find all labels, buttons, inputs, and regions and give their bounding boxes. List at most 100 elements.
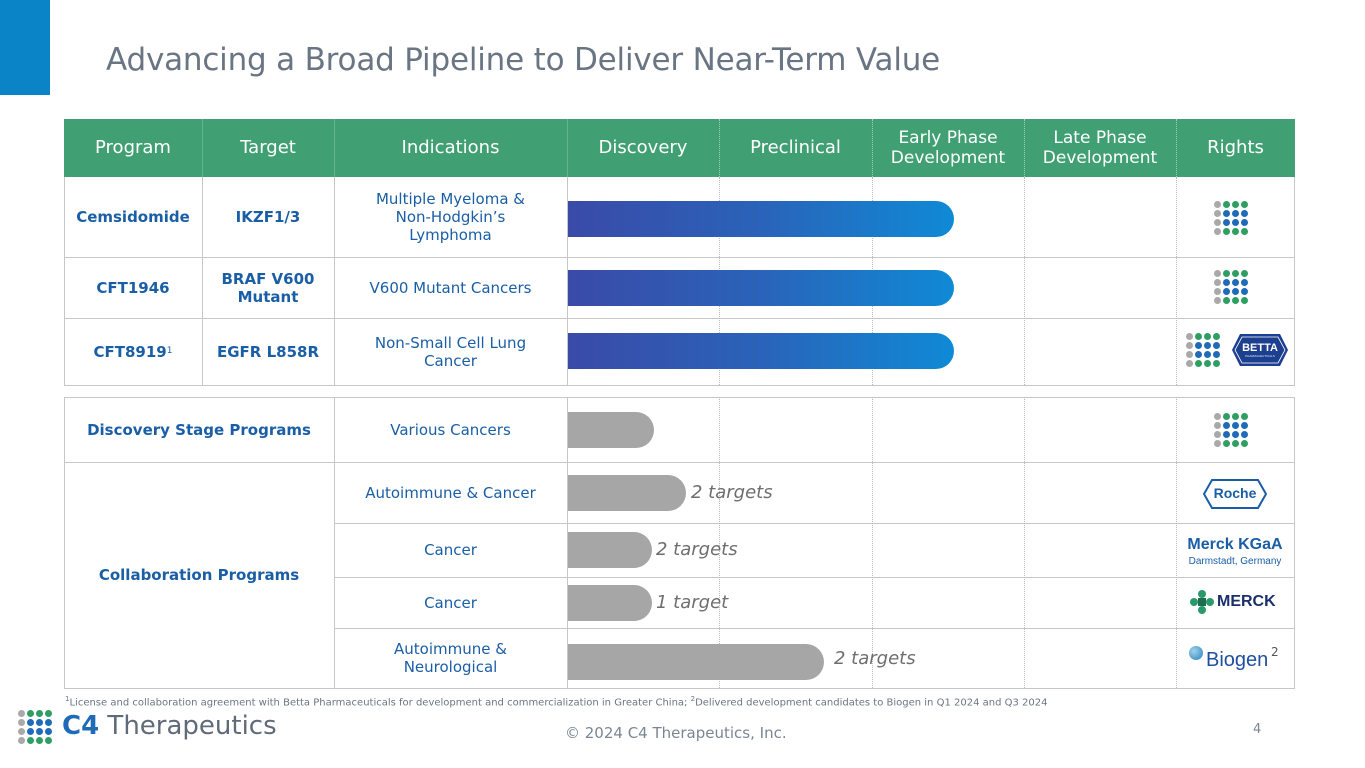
logo-dot: [1204, 333, 1211, 340]
logo-dot: [1204, 342, 1211, 349]
stage-divider: [1024, 397, 1025, 688]
merck-text: MERCK: [1217, 593, 1276, 610]
logo-dot: [18, 728, 25, 735]
biogen-footnote-marker: 2: [1271, 645, 1279, 659]
logo-dot: [1241, 210, 1248, 217]
header-divider: [719, 119, 720, 177]
header-discovery: Discovery: [567, 119, 719, 177]
program-cft8919: CFT8919 1: [64, 318, 202, 385]
header-divider: [1024, 119, 1025, 177]
logo-dot: [1223, 270, 1230, 277]
header-late-phase: Late Phase Development: [1024, 119, 1176, 177]
logo-dot: [1232, 228, 1239, 235]
company-name: Therapeutics: [99, 711, 277, 741]
footnote-text: Delivered development candidates to Biog…: [695, 697, 1048, 709]
header-indications: Indications: [334, 119, 567, 177]
target-cell: IKZF1/3: [235, 208, 301, 226]
header-program: Program: [64, 119, 202, 177]
logo-dot: [1232, 297, 1239, 304]
header-early-phase: Early Phase Development: [872, 119, 1024, 177]
targets-label: 2 targets: [656, 539, 738, 560]
betta-text: BETTA: [1242, 342, 1278, 354]
merck-kgaa-subtext: Darmstadt, Germany: [1188, 556, 1282, 567]
grid-line: [334, 628, 1295, 629]
logo-dot: [1214, 210, 1221, 217]
targets-label: 1 target: [656, 592, 729, 613]
pipeline-bar-cft8919: [568, 333, 954, 369]
target-cell: BRAF V600 Mutant: [221, 269, 315, 306]
logo-dot: [1223, 210, 1230, 217]
logo-dot: [1214, 297, 1221, 304]
logo-dot: [45, 719, 52, 726]
betta-logo: BETTA PHARMACEUTICALS: [1231, 332, 1289, 368]
pipeline-bar-merck-kgaa: [568, 532, 652, 568]
grid-line: [334, 523, 1295, 524]
logo-dot: [45, 728, 52, 735]
roche-text: Roche: [1213, 485, 1257, 501]
grid-line: [334, 577, 1295, 578]
stage-divider: [1176, 397, 1177, 688]
betta-hexagon-icon: [1232, 334, 1288, 366]
logo-dot: [1232, 279, 1239, 286]
logo-dot: [1213, 342, 1220, 349]
pipeline-bar-biogen: [568, 644, 824, 680]
header-divider: [872, 119, 873, 177]
indication-cell: Cancer: [424, 593, 477, 612]
grid-line: [202, 177, 203, 385]
logo-dot: [36, 719, 43, 726]
logo-dot: [1241, 431, 1248, 438]
logo-dot: [1204, 351, 1211, 358]
logo-dot: [1223, 431, 1230, 438]
logo-dot: [1241, 219, 1248, 226]
logo-dot: [1223, 297, 1230, 304]
logo-dot: [1241, 413, 1248, 420]
logo-dot: [1241, 440, 1248, 447]
logo-dot: [1241, 297, 1248, 304]
footnote-text: License and collaboration agreement with…: [69, 697, 691, 709]
pipeline-bar-cft1946: [568, 270, 954, 306]
logo-dot: [1214, 440, 1221, 447]
pipeline-bar-roche: [568, 475, 686, 511]
header-target: Target: [202, 119, 334, 177]
slide-title: Advancing a Broad Pipeline to Deliver Ne…: [106, 42, 941, 78]
biogen-text: Biogen: [1206, 649, 1269, 671]
grid-line: [64, 397, 65, 688]
grid-line: [1294, 177, 1295, 385]
logo-dot: [1214, 422, 1221, 429]
logo-dot: [1232, 219, 1239, 226]
logo-dot: [27, 719, 34, 726]
program-name: CFT8919: [93, 342, 167, 361]
logo-dot: [1223, 219, 1230, 226]
grid-line: [64, 318, 1295, 319]
logo-dot: [1241, 201, 1248, 208]
page-number: 4: [1253, 722, 1262, 737]
pipeline-bar-cemsidomide: [568, 201, 954, 237]
logo-dot: [1186, 351, 1193, 358]
logo-dot: [1214, 270, 1221, 277]
program-discovery-stage: Discovery Stage Programs: [87, 420, 311, 439]
grid-line: [64, 397, 1295, 398]
logo-dot: [1232, 413, 1239, 420]
indication-cell: V600 Mutant Cancers: [369, 278, 532, 297]
logo-dot: [1223, 440, 1230, 447]
program-cft1946: CFT1946: [96, 278, 170, 297]
logo-dot: [1204, 360, 1211, 367]
logo-dot: [18, 737, 25, 744]
indication-cell: Non-Small Cell Lung Cancer: [374, 333, 527, 370]
merck-icon: [1190, 590, 1214, 614]
grid-line: [567, 397, 568, 688]
logo-dot: [1195, 360, 1202, 367]
logo-dot: [1232, 422, 1239, 429]
logo-dot: [18, 710, 25, 717]
grid-line: [64, 462, 1295, 463]
logo-dot: [1213, 351, 1220, 358]
logo-dot: [1214, 431, 1221, 438]
logo-dot: [18, 719, 25, 726]
logo-dot: [1241, 279, 1248, 286]
merck-kgaa-logo: Merck KGaA: [1187, 536, 1283, 553]
pipeline-bar-discovery: [568, 412, 654, 448]
logo-dot: [36, 728, 43, 735]
logo-dot: [1213, 360, 1220, 367]
header-rights: Rights: [1176, 119, 1295, 177]
logo-dot: [1232, 440, 1239, 447]
